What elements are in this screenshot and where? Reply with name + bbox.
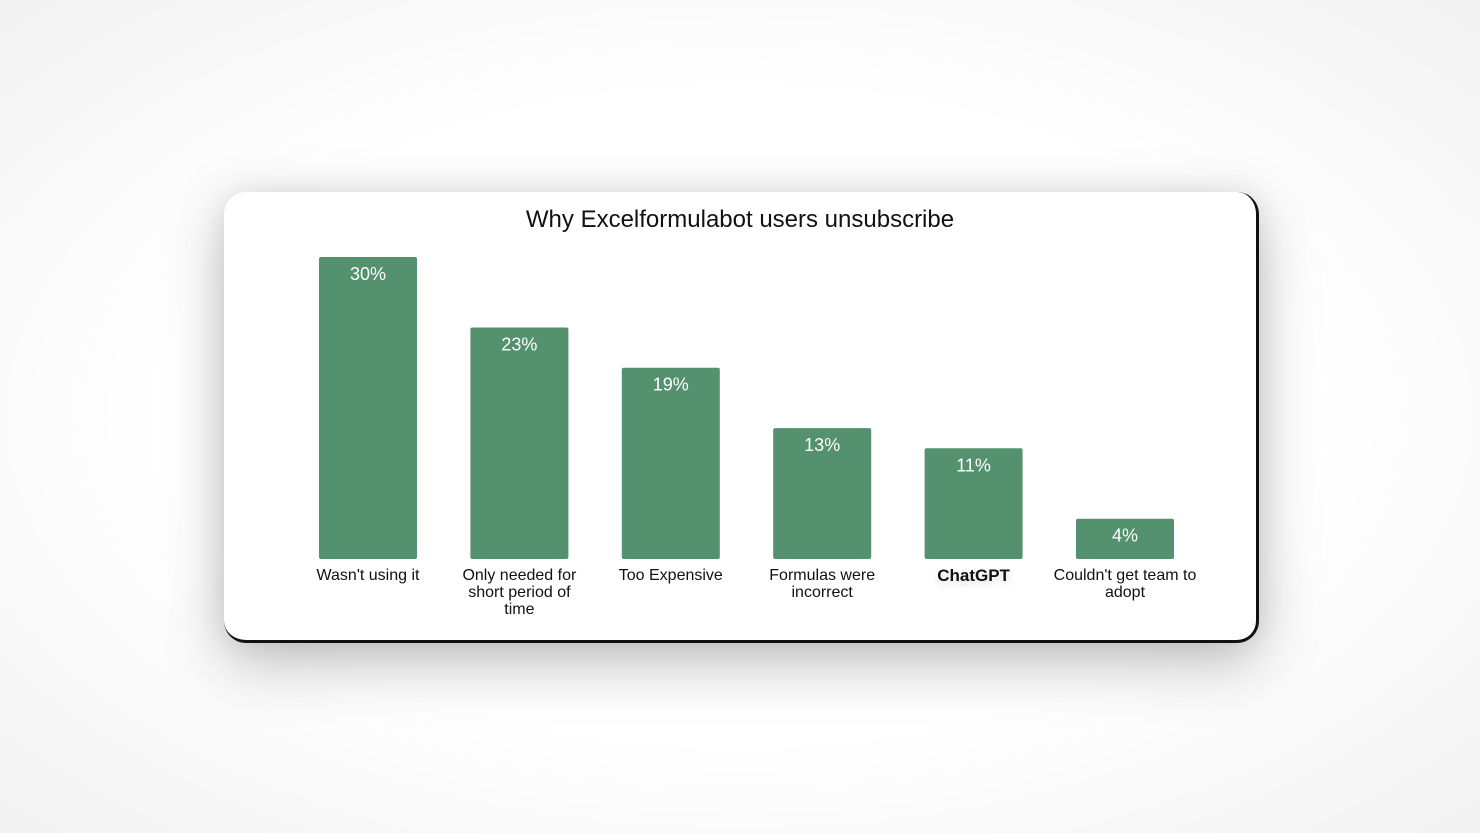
- bar: [1076, 518, 1174, 559]
- data-label: 30%: [350, 264, 386, 284]
- x-tick-label: Too Expensive: [618, 567, 723, 584]
- chart-title: Why Excelformulabot users unsubscribe: [525, 206, 955, 233]
- data-label: 19%: [653, 375, 689, 395]
- bar-plot: 30% 23% 19% 13% 11% 4%: [319, 257, 1174, 559]
- bar: [621, 367, 720, 559]
- x-tick-label: Wasn't using it: [316, 567, 420, 584]
- bar: [924, 448, 1023, 559]
- chart-card: Why Excelformulabot users unsubscribe 30…: [224, 192, 1259, 643]
- x-tick-label: Couldn't get team to adopt: [1053, 567, 1197, 601]
- bar: [773, 428, 872, 559]
- x-tick-label: ChatGPT: [937, 566, 1010, 585]
- bar: [470, 327, 569, 559]
- data-label: 13%: [804, 435, 840, 455]
- bar: [319, 257, 417, 559]
- data-label: 4%: [1112, 526, 1138, 546]
- data-label: 23%: [501, 334, 537, 354]
- data-label: 11%: [956, 455, 991, 475]
- x-tick-label: Formulas were incorrect: [769, 567, 876, 601]
- x-tick-label: Only needed for short period of time: [462, 567, 577, 618]
